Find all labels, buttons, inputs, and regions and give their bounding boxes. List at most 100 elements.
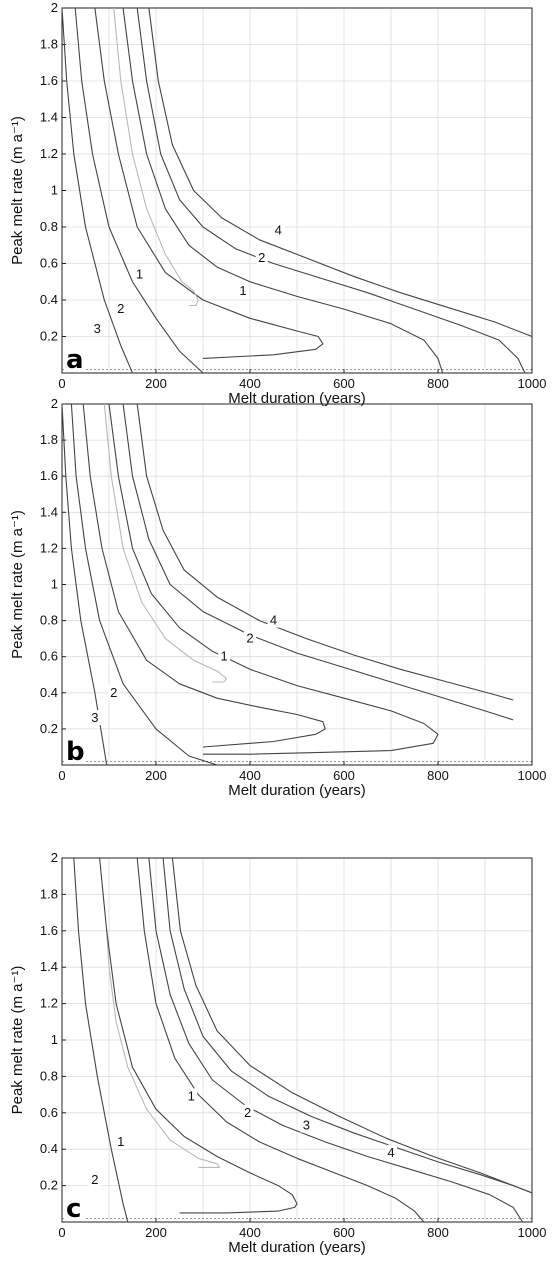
x-tick-label: 200 bbox=[145, 1225, 167, 1240]
contour-line bbox=[162, 857, 533, 1194]
contour-label: 3 bbox=[91, 710, 98, 725]
contour-label-bg bbox=[272, 222, 285, 238]
contour-line bbox=[82, 403, 326, 748]
y-tick-label: 1.8 bbox=[40, 886, 58, 901]
panel-letter: b bbox=[66, 737, 85, 767]
contour-line bbox=[136, 7, 526, 374]
panel-c: 0 200 400 600 800 1000 0.2 0.4 0.6 0.8 1 1.2 1.4 1.6 1… bbox=[9, 850, 546, 1256]
x-tick-label: 600 bbox=[333, 1225, 355, 1240]
x-tick-label: 800 bbox=[427, 768, 449, 783]
panel-letter-bg bbox=[64, 739, 86, 763]
x-tick-label: 600 bbox=[333, 768, 355, 783]
contour-line bbox=[61, 7, 134, 374]
contour-label-bg bbox=[88, 710, 101, 726]
contour-line bbox=[61, 403, 108, 766]
contour-label: 1 bbox=[136, 266, 143, 281]
panel-letter: a bbox=[66, 345, 84, 375]
contour-label-bg bbox=[88, 1172, 101, 1188]
contour-label: 4 bbox=[387, 1145, 394, 1160]
contour-label-bg bbox=[107, 684, 120, 700]
y-tick-label: 2 bbox=[51, 850, 58, 865]
contour-line bbox=[108, 403, 439, 755]
x-tick-label: 800 bbox=[427, 376, 449, 391]
contour-line bbox=[103, 403, 228, 683]
contour-label: 4 bbox=[275, 223, 282, 238]
contour-label-bg bbox=[255, 250, 268, 266]
y-tick-label: 0.6 bbox=[40, 649, 58, 664]
contour-line bbox=[148, 7, 533, 338]
y-axis-label: Peak melt rate (m a⁻¹) bbox=[9, 510, 26, 659]
contour-line bbox=[74, 7, 204, 374]
contour-line bbox=[136, 403, 514, 701]
contour-label: 1 bbox=[188, 1088, 195, 1103]
y-tick-label: 0.4 bbox=[40, 685, 58, 700]
contour-label-bg bbox=[133, 266, 146, 282]
contour-label-bg bbox=[114, 1133, 127, 1149]
y-tick-label: 1.6 bbox=[40, 468, 58, 483]
y-tick-label: 0.2 bbox=[40, 721, 58, 736]
x-tick-label: 400 bbox=[239, 1225, 261, 1240]
y-tick-label: 2 bbox=[51, 396, 58, 411]
y-tick-label: 2 bbox=[51, 0, 58, 15]
y-tick-label: 0.4 bbox=[40, 1141, 58, 1156]
contour-label: 2 bbox=[117, 301, 124, 316]
y-tick-label: 0.4 bbox=[40, 292, 58, 307]
contour-label-bg bbox=[236, 282, 249, 298]
contour-label: 1 bbox=[221, 649, 228, 664]
x-tick-label: 1000 bbox=[518, 376, 547, 391]
x-tick-label: 200 bbox=[145, 376, 167, 391]
contour-label: 2 bbox=[110, 685, 117, 700]
contour-label: 2 bbox=[246, 631, 253, 646]
panel-b: 0 200 400 600 800 1000 0.2 0.4 0.6 0.8 1 1.2 1.4 1.6 1… bbox=[9, 396, 546, 799]
y-tick-label: 0.8 bbox=[40, 613, 58, 628]
x-axis-label: Melt duration (years) bbox=[228, 1239, 366, 1256]
y-tick-label: 1 bbox=[51, 577, 58, 592]
x-tick-label: 1000 bbox=[518, 768, 547, 783]
panel-a: 0 200 400 600 800 1000 0.2 0.4 0.6 0.8 1 1.2 1.4 1.6 1… bbox=[9, 0, 546, 407]
x-tick-label: 0 bbox=[58, 768, 65, 783]
contour-label: 3 bbox=[94, 321, 101, 336]
contour-label: 3 bbox=[303, 1118, 310, 1133]
y-tick-label: 1 bbox=[51, 183, 58, 198]
x-tick-label: 200 bbox=[145, 768, 167, 783]
y-tick-label: 0.6 bbox=[40, 1105, 58, 1120]
contour-label: 2 bbox=[258, 250, 265, 265]
contour-line bbox=[148, 857, 524, 1223]
panel-letter-bg bbox=[64, 1196, 86, 1220]
y-tick-label: 0.6 bbox=[40, 256, 58, 271]
contour-label-bg bbox=[244, 630, 256, 646]
panel-letter: c bbox=[66, 1194, 81, 1224]
contour-label-bg bbox=[241, 1104, 254, 1120]
x-tick-label: 0 bbox=[58, 376, 65, 391]
y-tick-label: 1 bbox=[51, 1032, 58, 1047]
contour-line bbox=[94, 7, 324, 359]
y-tick-label: 1.4 bbox=[40, 504, 58, 519]
x-tick-label: 1000 bbox=[518, 1225, 547, 1240]
contour-label-bg bbox=[114, 301, 127, 317]
y-tick-label: 0.8 bbox=[40, 219, 58, 234]
x-tick-label: 0 bbox=[58, 1225, 65, 1240]
contour-label: 2 bbox=[244, 1105, 251, 1120]
contour-line bbox=[136, 857, 425, 1223]
y-tick-label: 1.4 bbox=[40, 959, 58, 974]
y-tick-label: 1.6 bbox=[40, 923, 58, 938]
y-tick-label: 1.2 bbox=[40, 996, 58, 1011]
contour-line bbox=[122, 403, 514, 721]
contour-label-bg bbox=[300, 1117, 313, 1133]
contour-line bbox=[99, 857, 298, 1214]
contour-line bbox=[70, 403, 218, 766]
contour-label: 2 bbox=[91, 1172, 98, 1187]
y-tick-label: 0.8 bbox=[40, 1068, 58, 1083]
y-axis-label: Peak melt rate (m a⁻¹) bbox=[9, 116, 26, 265]
panel-letter-bg bbox=[64, 347, 86, 371]
contour-line bbox=[122, 7, 444, 374]
contour-label-bg bbox=[91, 321, 104, 337]
y-axis-label: Peak melt rate (m a⁻¹) bbox=[9, 966, 26, 1115]
x-tick-label: 800 bbox=[427, 1225, 449, 1240]
contour-line bbox=[171, 857, 533, 1194]
contour-line bbox=[106, 930, 221, 1168]
y-tick-label: 0.2 bbox=[40, 329, 58, 344]
contour-label: 1 bbox=[239, 283, 246, 298]
x-tick-label: 600 bbox=[333, 376, 355, 391]
